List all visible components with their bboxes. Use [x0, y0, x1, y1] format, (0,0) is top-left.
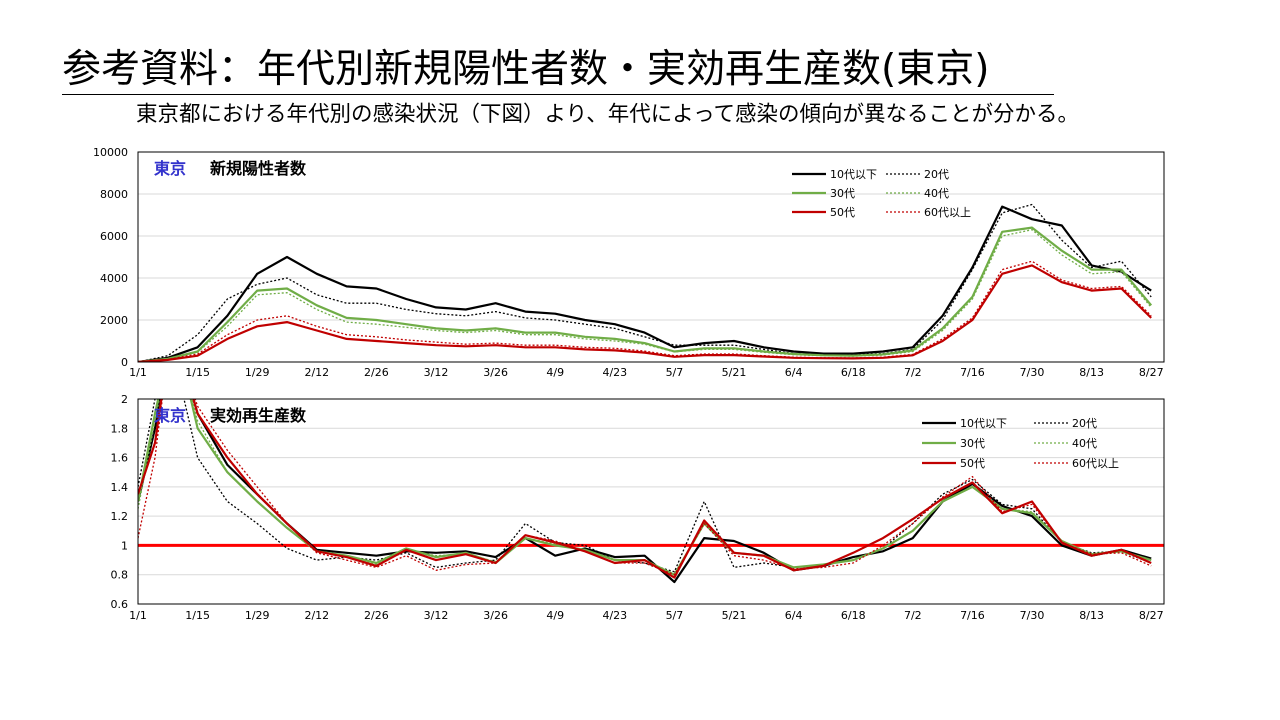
legend-label: 30代: [960, 437, 985, 450]
x-tick-label: 1/1: [129, 366, 147, 379]
series-line: [138, 399, 1152, 576]
series-line: [138, 399, 1152, 579]
x-tick-label: 1/15: [185, 609, 210, 622]
x-tick-label: 3/12: [424, 609, 449, 622]
series-group: [138, 399, 1152, 584]
x-tick-label: 4/23: [602, 366, 627, 379]
legend-label: 60代以上: [924, 206, 971, 219]
x-tick-label: 2/12: [304, 609, 329, 622]
y-tick-label: 4000: [100, 272, 128, 285]
series-line: [138, 229, 1152, 362]
x-tick-label: 4/9: [546, 366, 564, 379]
x-tick-label: 2/12: [304, 366, 329, 379]
legend-label: 20代: [924, 168, 949, 181]
x-tick-label: 1/15: [185, 366, 210, 379]
y-tick-label: 1: [121, 539, 128, 552]
y-tick-label: 0.6: [111, 598, 129, 611]
plot-frame: [137, 398, 1165, 605]
series-line: [138, 226, 1153, 362]
plot-frame: [137, 151, 1165, 363]
page-title: 参考資料：年代別新規陽性者数・実効再生産数(東京): [62, 47, 990, 92]
legend-label: 20代: [1072, 417, 1097, 430]
legend-label: 30代: [830, 187, 855, 200]
y-tick-label: 2000: [100, 314, 128, 327]
x-tick-label: 6/18: [841, 609, 866, 622]
x-tick-label: 1/29: [245, 609, 270, 622]
y-tick-label: 8000: [100, 188, 128, 201]
legend-label: 50代: [830, 206, 855, 219]
x-tick-label: 6/4: [785, 609, 803, 622]
x-tick-label: 1/29: [245, 366, 270, 379]
x-tick-label: 2/26: [364, 609, 389, 622]
legend-label: 40代: [924, 187, 949, 200]
y-tick-label: 1.8: [111, 422, 129, 435]
series-line: [138, 203, 1152, 362]
y-tick-label: 10000: [93, 146, 128, 159]
x-tick-label: 8/27: [1139, 609, 1164, 622]
x-tick-label: 4/23: [602, 609, 627, 622]
chart-title: 新規陽性者数: [210, 159, 307, 178]
effective-reproduction-chart: 0.6 0.8 1 1.2 1.4 1.6 1.8 2 1/1 1/15 1/29 2/12 2/26 3…: [111, 393, 1165, 622]
x-tick-label: 1/1: [129, 609, 147, 622]
x-tick-label: 2/26: [364, 366, 389, 379]
legend-label: 50代: [960, 457, 985, 470]
x-tick-label: 3/26: [483, 366, 508, 379]
y-tick-label: 1.4: [111, 481, 129, 494]
y-tick-label: 1.2: [111, 510, 129, 523]
x-tick-label: 6/4: [785, 366, 803, 379]
legend-label: 10代以下: [960, 417, 1007, 430]
chart-title: 実効再生産数: [210, 406, 307, 425]
series-group: [138, 203, 1153, 362]
legend-label: 60代以上: [1072, 457, 1119, 470]
x-tick-label: 8/27: [1139, 366, 1164, 379]
y-tick-label: 2: [121, 393, 128, 406]
x-tick-label: 8/13: [1079, 609, 1104, 622]
series-line: [138, 205, 1152, 362]
y-tick-label: 1.6: [111, 452, 129, 465]
x-tick-label: 6/18: [841, 366, 866, 379]
x-tick-label: 3/12: [424, 366, 449, 379]
title-underline: [62, 94, 1054, 95]
x-tick-label: 7/16: [960, 366, 985, 379]
x-tick-label: 7/16: [960, 609, 985, 622]
legend-label: 40代: [1072, 437, 1097, 450]
x-tick-label: 5/7: [666, 609, 684, 622]
x-tick-label: 3/26: [483, 609, 508, 622]
x-tick-label: 4/9: [546, 609, 564, 622]
x-tick-label: 7/2: [904, 609, 922, 622]
series-line: [138, 399, 1152, 576]
y-tick-label: 0: [121, 356, 128, 369]
region-label: 東京: [154, 406, 186, 425]
region-label: 東京: [154, 159, 186, 178]
page-subtitle: 東京都における年代別の感染状況（下図）より、年代によって感染の傾向が異なることが…: [136, 102, 1079, 127]
series-line: [138, 260, 1152, 362]
x-tick-label: 7/30: [1020, 609, 1045, 622]
legend-label: 10代以下: [830, 168, 877, 181]
x-tick-label: 5/21: [722, 609, 747, 622]
series-line: [138, 264, 1152, 362]
x-tick-label: 5/7: [666, 366, 684, 379]
y-tick-label: 6000: [100, 230, 128, 243]
x-tick-label: 7/30: [1020, 366, 1045, 379]
x-tick-label: 7/2: [904, 366, 922, 379]
x-tick-label: 5/21: [722, 366, 747, 379]
y-tick-label: 0.8: [111, 569, 129, 582]
x-tick-label: 8/13: [1079, 366, 1104, 379]
new-cases-chart: 0 2000 4000 6000 8000 10000 1/1 1/15 1/29 2/12 2/2…: [93, 146, 1165, 379]
